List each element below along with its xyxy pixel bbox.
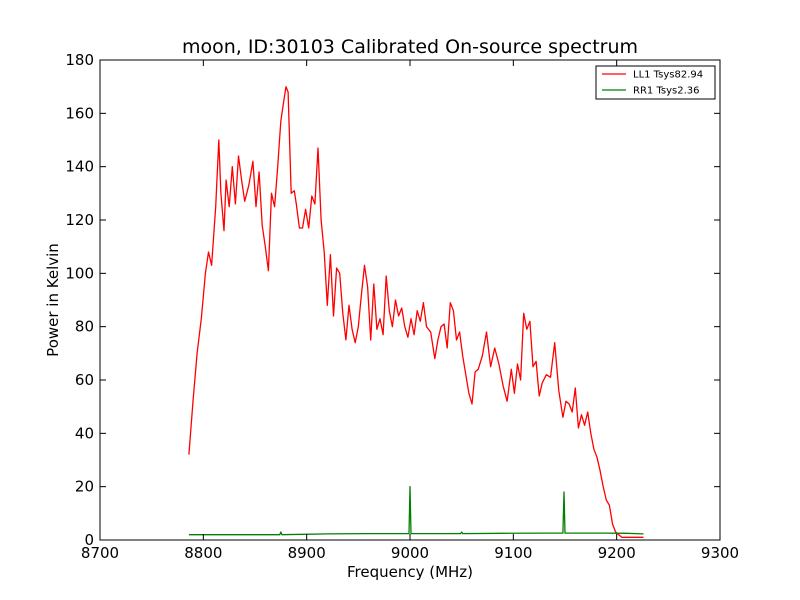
y-tick-label: 60 (75, 371, 94, 389)
x-tick-label: 9200 (598, 544, 636, 562)
y-axis-label: Power in Kelvin (44, 243, 62, 357)
y-tick-label: 140 (65, 158, 94, 176)
plot-background (100, 60, 720, 540)
x-tick-label: 8800 (184, 544, 222, 562)
chart-title: moon, ID:30103 Calibrated On-source spec… (182, 36, 638, 58)
y-tick-label: 40 (75, 424, 94, 442)
y-tick-label: 100 (65, 264, 94, 282)
y-tick-label: 80 (75, 318, 94, 336)
legend: LL1 Tsys82.94 RR1 Tsys2.36 (595, 65, 716, 100)
plot-area: 8700 8800 8900 9000 9100 9200 9300 0 20 40 60 80 100… (65, 51, 739, 562)
y-tick-label: 0 (84, 531, 94, 549)
y-tick-label: 120 (65, 211, 94, 229)
x-axis-label: Frequency (MHz) (347, 563, 473, 581)
legend-entry-rr1: RR1 Tsys2.36 (633, 86, 700, 97)
x-tick-label: 8900 (288, 544, 326, 562)
y-tick-label: 20 (75, 478, 94, 496)
x-tick-label: 9100 (494, 544, 532, 562)
series-line-ll1 (188, 86, 644, 538)
series-layer (188, 86, 644, 538)
x-tick-label: 9300 (701, 544, 739, 562)
y-tick-label: 160 (65, 104, 94, 122)
series-line-rr1 (188, 486, 644, 536)
legend-entry-ll1: LL1 Tsys82.94 (633, 70, 703, 81)
x-tick-label: 9000 (391, 544, 429, 562)
ticks-layer: 8700 8800 8900 9000 9100 9200 9300 0 20 40 60 80 100… (65, 51, 739, 562)
x-tick-label: 8700 (81, 544, 119, 562)
legend-box (595, 65, 716, 100)
y-tick-label: 180 (65, 51, 94, 69)
